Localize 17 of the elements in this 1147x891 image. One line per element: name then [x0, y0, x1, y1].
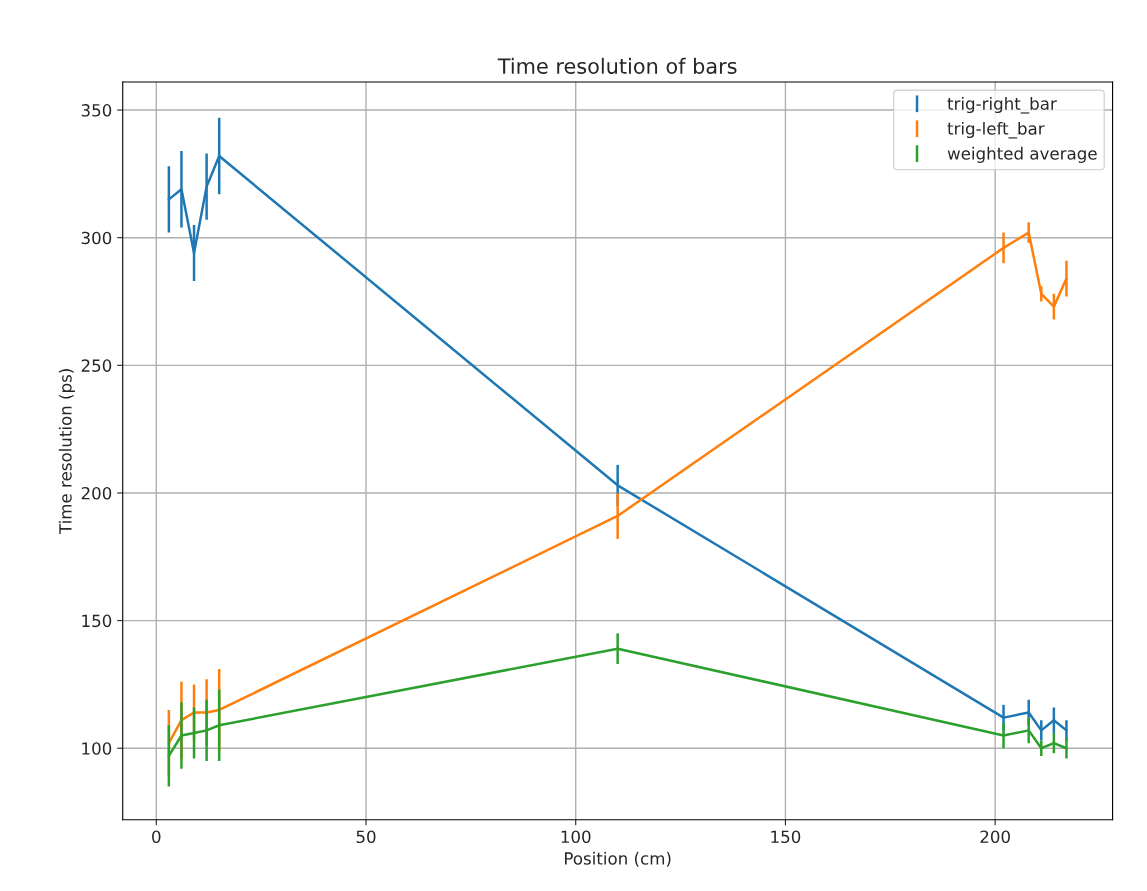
legend-label: weighted average: [947, 146, 1097, 163]
y-tick-label: 100: [82, 742, 112, 755]
y-tick-label: 250: [81, 359, 112, 372]
legend-label: trig-right_bar: [947, 96, 1057, 114]
x-tick-label: 0: [152, 830, 161, 844]
y-tick-label: 350: [81, 104, 112, 117]
y-tick-label: 200: [81, 486, 112, 500]
x-tick-label: 50: [356, 830, 376, 844]
x-tick-label: 150: [771, 830, 801, 844]
y-tick-label: 300: [81, 231, 112, 245]
y-tick-label: 150: [82, 614, 112, 628]
x-tick-label: 200: [980, 830, 1010, 844]
x-tick-label: 100: [561, 830, 591, 844]
y-axis-title: Time resolution (ps): [58, 369, 75, 535]
chart-title: Time resolution of bars: [497, 57, 737, 74]
x-axis-title: Position (cm): [565, 851, 671, 867]
legend-label: trig-left_bar: [947, 121, 1045, 139]
